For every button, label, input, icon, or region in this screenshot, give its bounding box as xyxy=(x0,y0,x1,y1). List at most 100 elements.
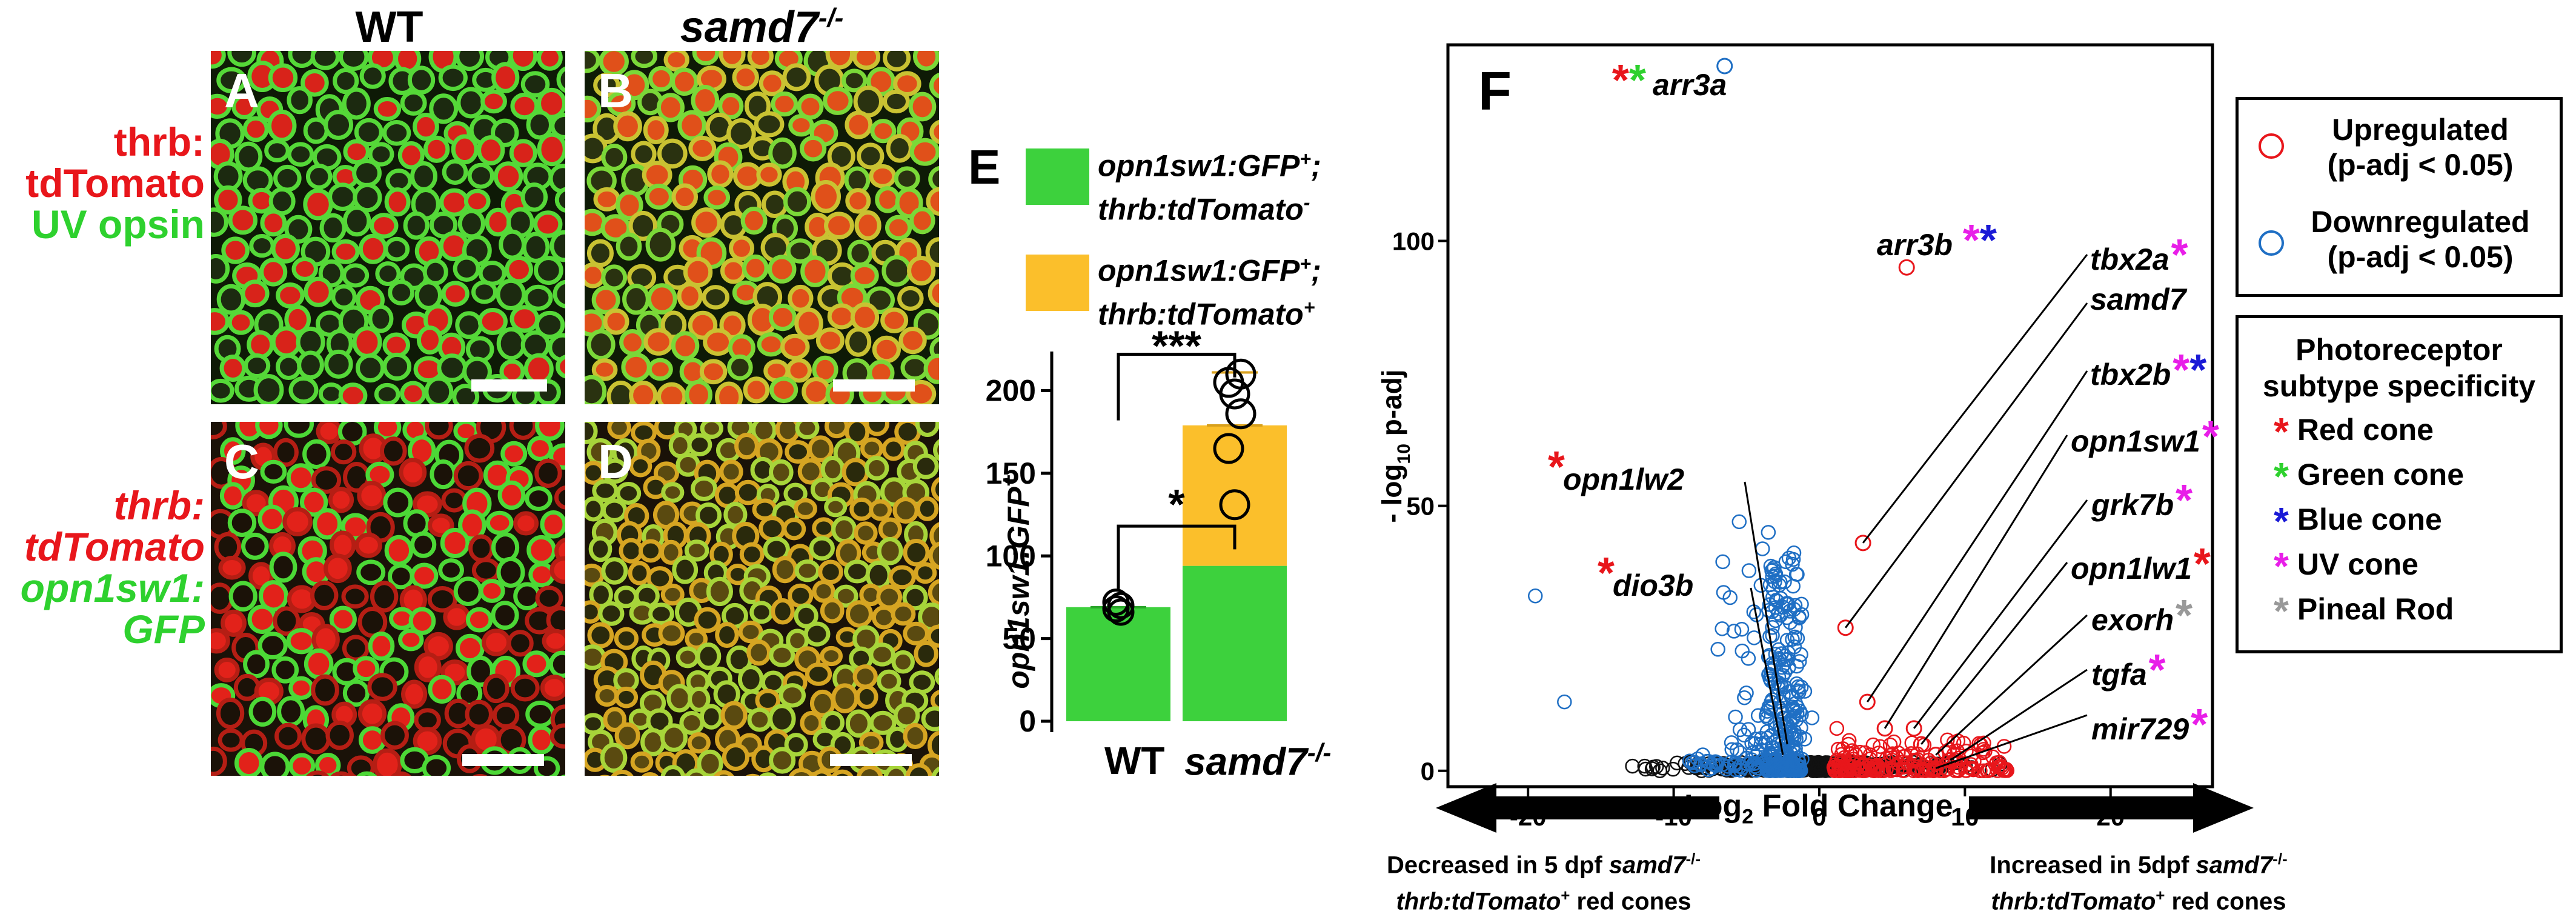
cell xyxy=(820,645,843,667)
cell xyxy=(325,720,354,750)
cell xyxy=(218,555,246,580)
cell xyxy=(455,311,483,339)
column-label-samd7: samd7-/- xyxy=(585,2,939,52)
cell xyxy=(384,187,411,217)
arrow-right-head xyxy=(2193,783,2254,833)
cell xyxy=(216,67,247,93)
cell xyxy=(628,210,658,241)
volcano-point-down xyxy=(1715,554,1730,570)
volcano-point-down xyxy=(1764,563,1779,578)
cell xyxy=(614,585,639,609)
cell xyxy=(809,536,835,561)
cell xyxy=(880,307,909,333)
volcano-point-up xyxy=(1959,763,1974,778)
cell xyxy=(928,165,939,192)
volcano-point-down xyxy=(1790,705,1805,721)
cell xyxy=(437,353,468,382)
volcano-point-down xyxy=(1767,560,1782,575)
cell xyxy=(496,278,526,311)
cell xyxy=(854,521,878,545)
specificity-legend-title: Photoreceptor subtype specificity xyxy=(2262,333,2536,403)
cell xyxy=(660,583,685,606)
cell xyxy=(324,349,353,379)
cell xyxy=(465,699,493,729)
volcano-point-down xyxy=(1724,735,1739,750)
cell xyxy=(726,118,756,149)
specificity-label: Green cone xyxy=(2297,458,2465,492)
cell xyxy=(782,63,811,92)
specificity-label: Red cone xyxy=(2297,413,2434,447)
cell xyxy=(510,92,539,120)
cell xyxy=(865,422,890,436)
cell xyxy=(542,629,565,653)
volcano-point-down xyxy=(1787,724,1802,739)
cell xyxy=(909,207,935,235)
volcano-point-down xyxy=(1787,639,1802,655)
cell xyxy=(271,233,300,264)
cell xyxy=(591,285,620,315)
cell xyxy=(510,305,540,333)
volcano-point-ns xyxy=(1655,761,1670,776)
cell xyxy=(923,353,939,384)
volcano-point-down xyxy=(1734,759,1750,775)
cell xyxy=(914,562,937,584)
bar-y-tick-label: 150 xyxy=(986,456,1036,490)
cell xyxy=(614,722,640,750)
cell xyxy=(259,258,288,287)
cell xyxy=(601,557,628,585)
scale-bar-c xyxy=(462,754,544,766)
cell xyxy=(400,90,427,116)
cell xyxy=(273,164,302,192)
cell xyxy=(310,580,339,610)
cell xyxy=(928,579,939,606)
gene-label-tbx2b: tbx2b** xyxy=(2090,346,2205,395)
cell xyxy=(513,511,539,536)
gene-label-tbx2a: tbx2a* xyxy=(2090,231,2186,279)
cell xyxy=(713,770,734,776)
cell xyxy=(602,458,628,484)
cell xyxy=(537,132,565,167)
cell xyxy=(300,68,329,97)
cell xyxy=(747,707,772,732)
cell xyxy=(720,701,748,730)
scale-bar-b xyxy=(833,379,915,392)
cell xyxy=(892,496,919,524)
cell xyxy=(305,164,333,190)
cell xyxy=(847,239,873,267)
cell xyxy=(614,686,639,709)
row2-label-line3: opn1sw1: xyxy=(20,565,205,610)
cell xyxy=(220,437,246,465)
cell xyxy=(288,753,316,776)
cell xyxy=(342,205,371,237)
cell xyxy=(643,328,674,356)
volcano-point-up xyxy=(1848,747,1864,762)
cell xyxy=(585,375,607,404)
cell xyxy=(891,602,916,626)
volcano-point-down xyxy=(1788,619,1803,635)
cell xyxy=(540,510,565,539)
cell xyxy=(786,358,812,383)
cell xyxy=(648,65,674,92)
row1-label-line1: thrb: xyxy=(113,119,205,164)
row1-label-line2: tdTomato xyxy=(25,161,205,205)
cell xyxy=(288,676,314,700)
cell xyxy=(616,190,643,221)
specificity-label: Pineal Rod xyxy=(2297,592,2454,626)
volcano-point-down xyxy=(1726,624,1742,639)
cell xyxy=(927,730,939,760)
cell xyxy=(706,576,733,607)
cell xyxy=(311,674,339,706)
panel-label-b: B xyxy=(598,64,633,118)
cell xyxy=(264,139,290,162)
legend-orange-line1: opn1sw1:GFP+; xyxy=(1098,245,1321,289)
cell xyxy=(849,497,874,521)
bar-y-tick-label: 50 xyxy=(1002,622,1036,656)
cell xyxy=(794,603,818,629)
cell xyxy=(310,51,340,70)
cell xyxy=(775,422,800,444)
bar-data-point xyxy=(1213,433,1244,464)
legend-orange-sup1: + xyxy=(1300,253,1312,275)
cell xyxy=(303,117,329,144)
cell xyxy=(438,558,464,582)
cell xyxy=(425,422,453,440)
